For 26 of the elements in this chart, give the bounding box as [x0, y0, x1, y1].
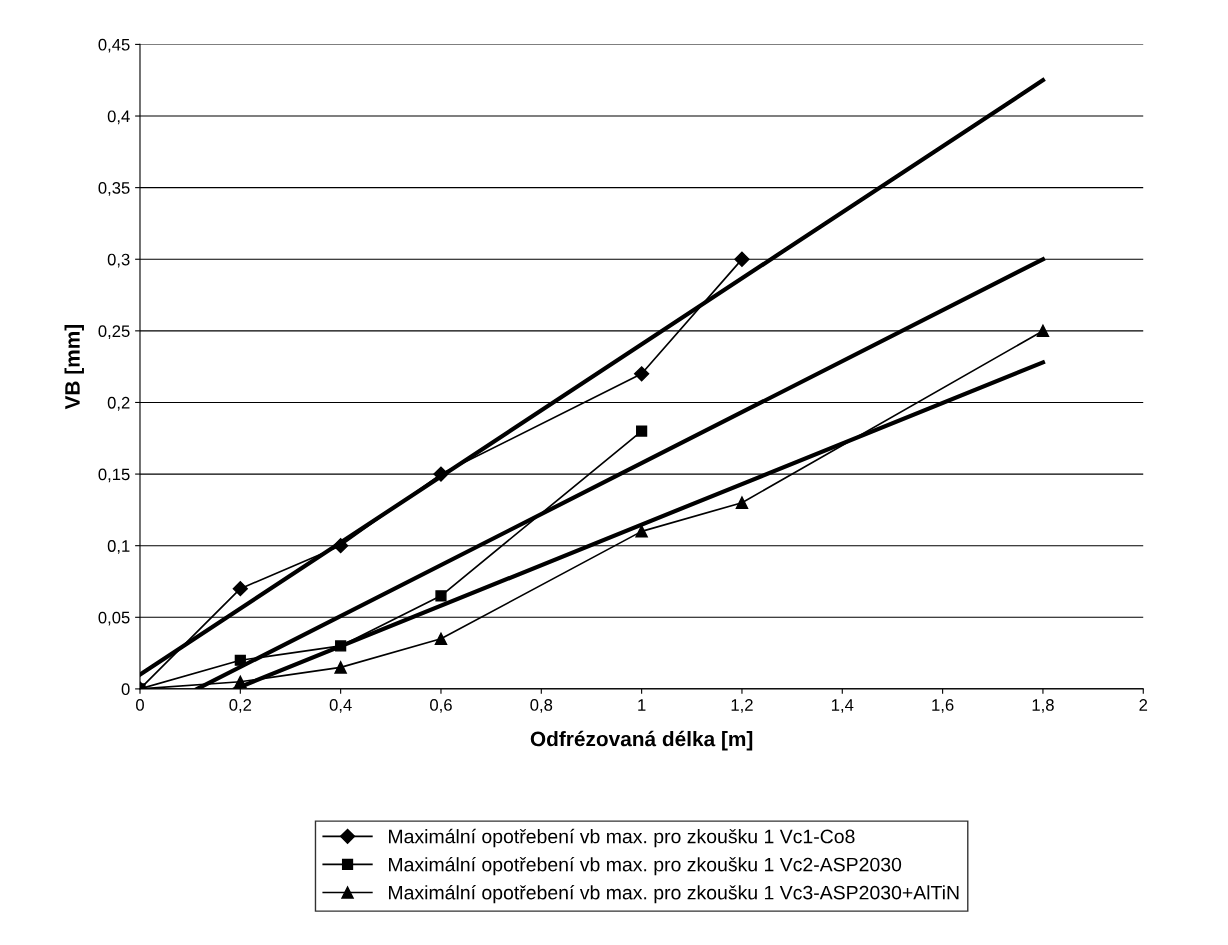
y-tick-label: 0: [121, 683, 130, 696]
x-tick-label: 1,2: [731, 699, 753, 713]
x-tick-label: 1: [638, 699, 646, 711]
y-tick-label: 0,4: [107, 110, 130, 125]
legend-label: Maximální opotřebení vb max. pro zkoušku 1 Vc3-ASP2030+AlTiN: [389, 885, 959, 904]
y-tick-label: 0,25: [98, 325, 130, 340]
y-tick-label: 0,05: [98, 611, 130, 626]
y-axis-title: VB [mm]: [64, 325, 84, 410]
x-tick-label: 0,6: [430, 699, 452, 713]
y-tick-label: 0,2: [107, 396, 130, 411]
x-tick-label: 0,2: [229, 699, 252, 713]
x-tick-label: 1,8: [1032, 699, 1054, 713]
x-tick-label: 0,8: [530, 699, 553, 713]
x-tick-label: 1,4: [831, 699, 854, 713]
legend-label: Maximální opotřebení vb max. pro zkoušku 1 Vc1-Co8: [389, 828, 855, 848]
x-tick-label: 0,4: [329, 699, 352, 713]
y-tick-label: 0,45: [98, 38, 130, 53]
legend-label: Maximální opotřebení vb max. pro zkoušku 1 Vc2-ASP2030: [389, 856, 902, 876]
x-tick-label: 0: [136, 699, 144, 711]
y-tick-label: 0,3: [107, 253, 130, 268]
y-tick-label: 0,15: [98, 468, 130, 483]
y-tick-label: 0,35: [98, 182, 130, 196]
x-tick-label: 2: [1139, 699, 1148, 711]
x-axis-title: Odfrézovaná délka [m]: [530, 730, 753, 751]
x-tick-label: 1,6: [932, 699, 954, 713]
y-tick-label: 0,1: [107, 540, 130, 554]
